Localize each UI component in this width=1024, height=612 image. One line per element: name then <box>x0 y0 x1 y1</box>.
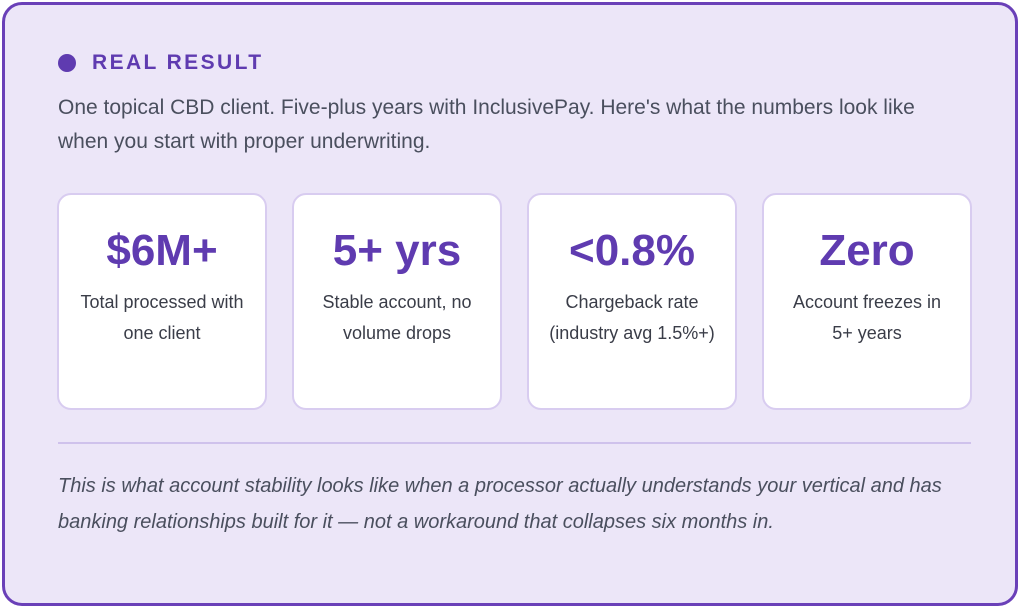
stat-card-freezes: Zero Account freezes in 5+ years <box>762 193 972 410</box>
stat-card-processed: $6M+ Total processed with one client <box>57 193 267 410</box>
stat-label: Stable account, no volume drops <box>322 292 472 343</box>
stat-value: $6M+ <box>106 226 218 275</box>
divider <box>58 442 971 444</box>
stats-row: $6M+ Total processed with one client 5+ … <box>57 193 972 410</box>
stat-value: <0.8% <box>569 226 695 275</box>
result-card: REAL RESULT One topical CBD client. Five… <box>2 2 1018 606</box>
eyebrow-label: REAL RESULT <box>92 51 264 74</box>
dot-icon <box>58 54 76 72</box>
stat-card-years: 5+ yrs Stable account, no volume drops <box>292 193 502 410</box>
footnote-text: This is what account stability looks lik… <box>58 475 942 533</box>
stat-card-chargeback: <0.8% Chargeback rate (industry avg 1.5%… <box>527 193 737 410</box>
stat-value: Zero <box>819 226 915 275</box>
eyebrow: REAL RESULT <box>58 51 263 75</box>
stat-label: Account freezes in 5+ years <box>792 292 942 343</box>
stat-value: 5+ yrs <box>332 226 462 275</box>
stat-label: Chargeback rate (industry avg 1.5%+) <box>549 292 715 343</box>
intro-text: One topical CBD client. Five-plus years … <box>58 96 915 153</box>
stat-label: Total processed with one client <box>80 292 244 343</box>
